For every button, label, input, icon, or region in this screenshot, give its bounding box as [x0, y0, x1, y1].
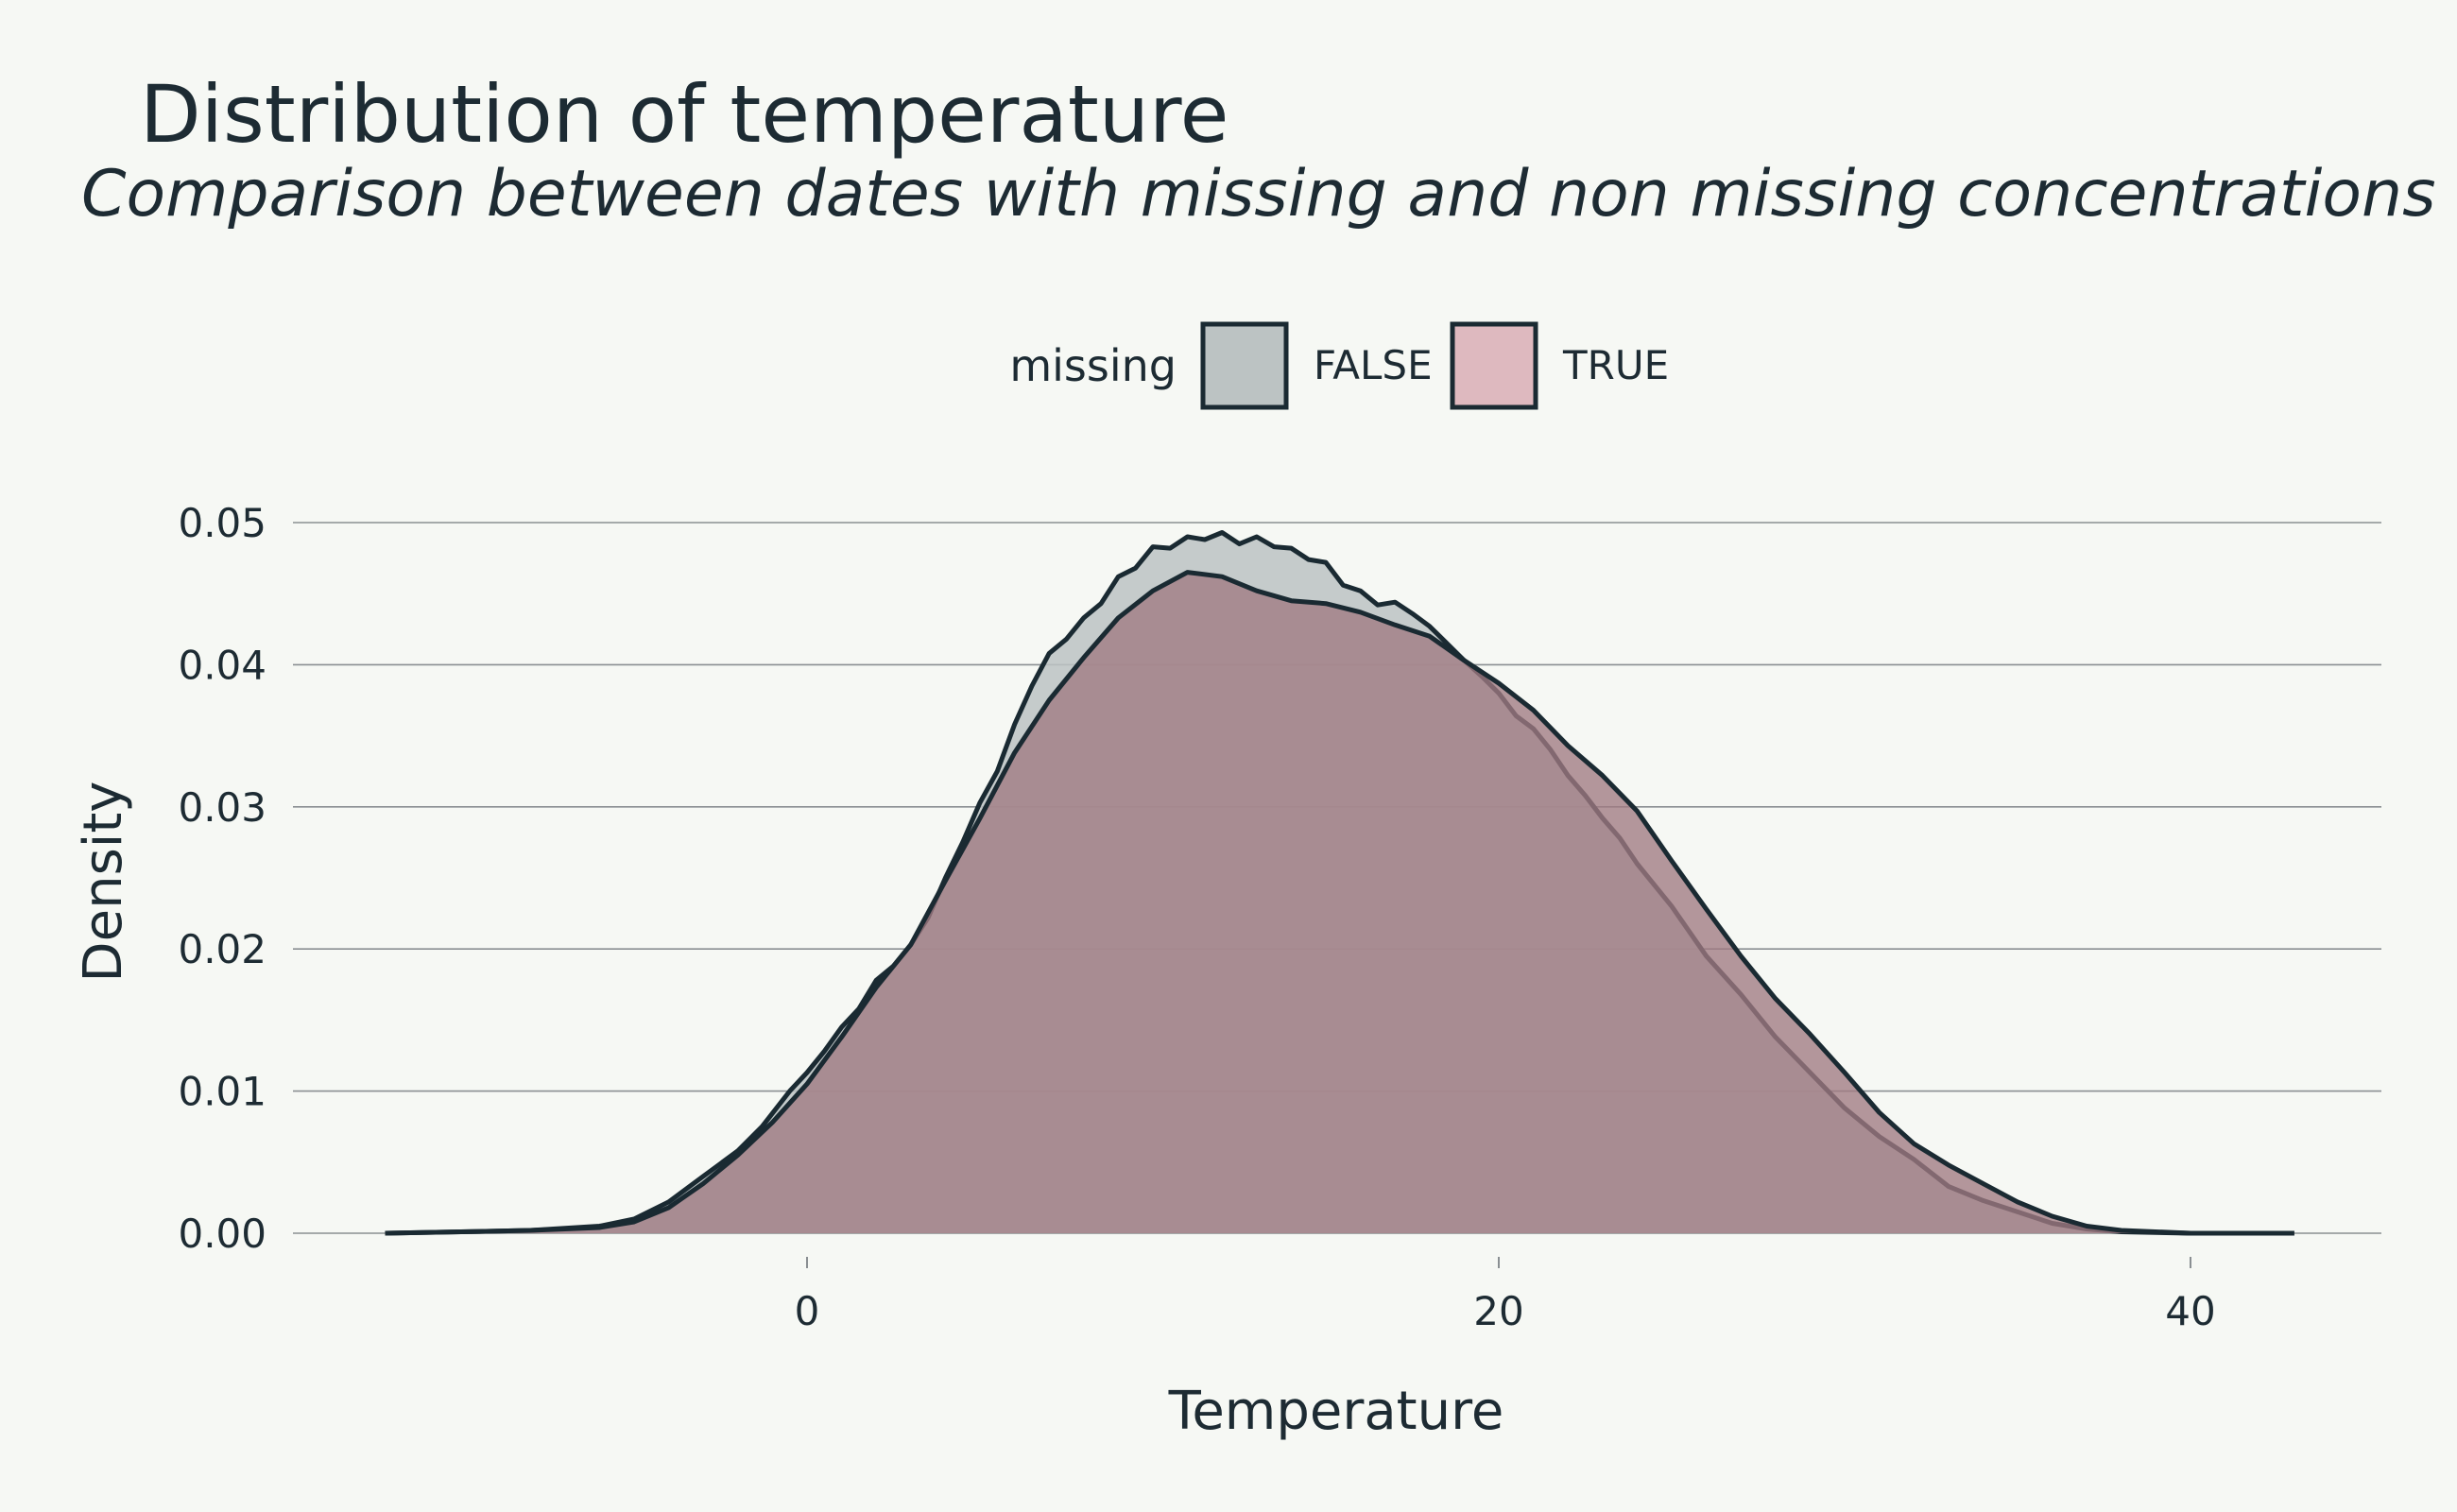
density-area-true — [385, 572, 2294, 1233]
y-tick-label: 0.05 — [178, 500, 266, 546]
y-tick-label: 0.03 — [178, 784, 266, 831]
legend: missing FALSE TRUE — [1009, 321, 1669, 410]
legend-label-true: TRUE — [1562, 342, 1669, 388]
legend-title: missing — [1009, 340, 1177, 391]
x-tick-label: 20 — [1473, 1288, 1523, 1334]
y-tick-label: 0.02 — [178, 926, 266, 972]
legend-swatch-false — [1200, 321, 1289, 410]
y-tick-label: 0.00 — [178, 1211, 266, 1257]
chart-subtitle: Comparison between dates with missing an… — [81, 157, 2436, 232]
y-axis-title: Density — [73, 782, 134, 983]
legend-label-false: FALSE — [1314, 342, 1433, 388]
density-line-true — [385, 570, 2294, 1236]
x-axis-ticks: 0 20 40 — [795, 1257, 2216, 1334]
density-series — [385, 530, 2294, 1236]
x-axis-title: Temperature — [1168, 1381, 1504, 1442]
chart-title: Distribution of temperature — [140, 68, 1228, 161]
y-tick-label: 0.01 — [178, 1069, 266, 1115]
legend-swatch-true — [1450, 321, 1538, 410]
y-axis-ticks: 0.00 0.01 0.02 0.03 0.04 0.05 — [178, 500, 266, 1257]
y-tick-label: 0.04 — [178, 642, 266, 688]
x-tick-label: 40 — [2165, 1288, 2215, 1334]
x-tick-label: 0 — [795, 1288, 820, 1334]
